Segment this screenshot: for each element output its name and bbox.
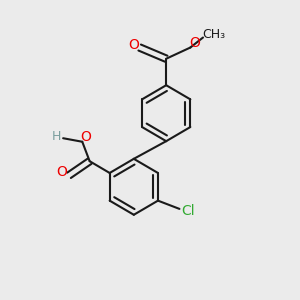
Text: O: O — [128, 38, 139, 52]
Text: O: O — [189, 36, 200, 50]
Text: H: H — [52, 130, 61, 143]
Text: Cl: Cl — [182, 204, 195, 218]
Text: CH₃: CH₃ — [202, 28, 226, 41]
Text: O: O — [80, 130, 91, 144]
Text: O: O — [56, 165, 67, 179]
